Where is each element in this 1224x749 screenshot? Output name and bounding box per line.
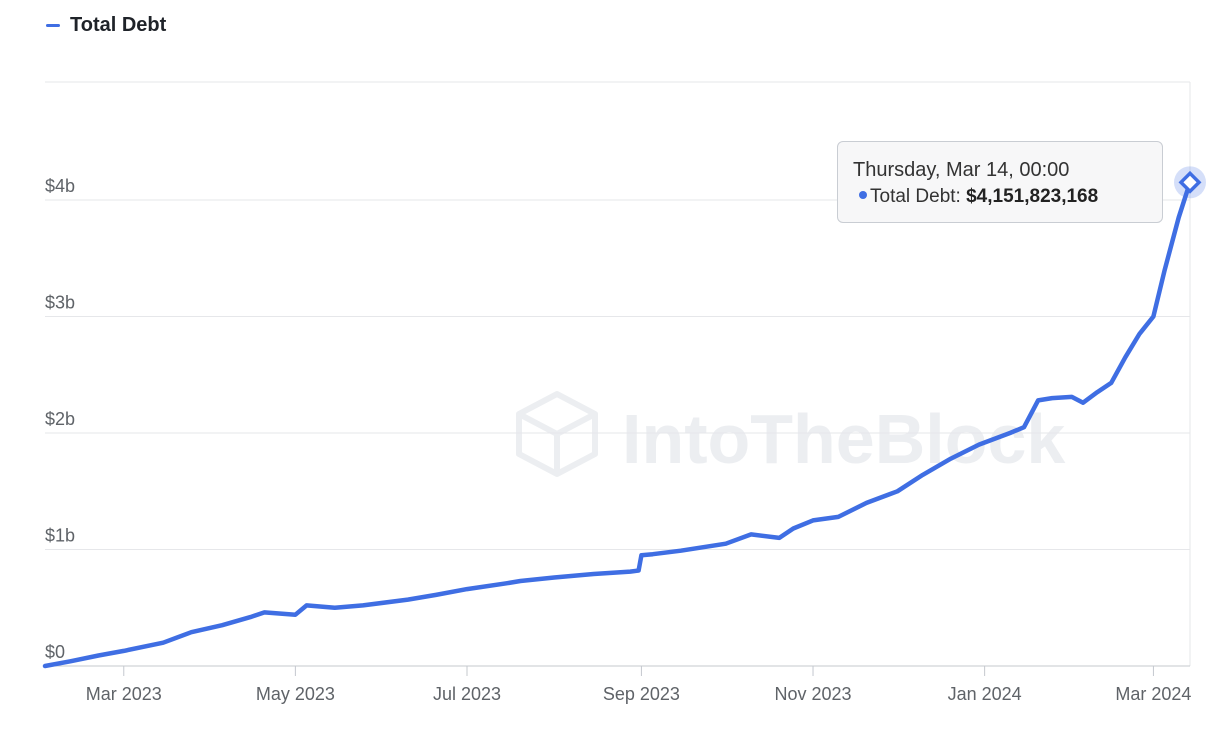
- tooltip-date: Thursday, Mar 14, 00:00: [853, 159, 1070, 181]
- intotheblock-logo-icon: [516, 391, 598, 477]
- y-tick-label: $2b: [45, 409, 75, 429]
- hover-marker[interactable]: [1178, 170, 1202, 194]
- legend-label: Total Debt: [70, 14, 167, 36]
- legend[interactable]: Total Debt: [46, 14, 166, 37]
- tooltip-series-dot: [859, 190, 867, 199]
- y-tick-label: $1b: [45, 526, 75, 546]
- intotheblock-watermark: IntoTheBlock: [516, 391, 1065, 478]
- y-tick-label: $4b: [45, 176, 75, 196]
- series-line-total-debt[interactable]: [42, 180, 1193, 669]
- legend-swatch: [46, 24, 60, 27]
- x-tick-label: Sep 2023: [603, 684, 680, 704]
- x-tick-label: May 2023: [256, 684, 335, 704]
- x-axis: Mar 2023 May 2023 Jul 2023 Sep 2023 Nov 2023…: [45, 665, 1191, 704]
- x-tick-label: Mar 2023: [86, 684, 162, 704]
- x-tick-label: Mar 2024: [1115, 684, 1191, 704]
- tooltip: Thursday, Mar 14, 00:00 Total Debt: $4,1…: [837, 141, 1163, 223]
- x-tick-label: Jan 2024: [948, 684, 1022, 704]
- y-tick-label: $3b: [45, 293, 75, 313]
- tooltip-value: $4,151,823,168: [966, 186, 1099, 207]
- x-tick-label: Jul 2023: [433, 684, 501, 704]
- x-tick-label: Nov 2023: [774, 684, 851, 704]
- tooltip-row: Total Debt: $4,151,823,168: [859, 183, 1162, 211]
- y-tick-label: $0: [45, 642, 65, 662]
- series-layer: [42, 166, 1206, 669]
- y-axis: $0 $1b $2b $3b $4b: [45, 176, 75, 662]
- tooltip-label: Total Debt:: [870, 186, 961, 207]
